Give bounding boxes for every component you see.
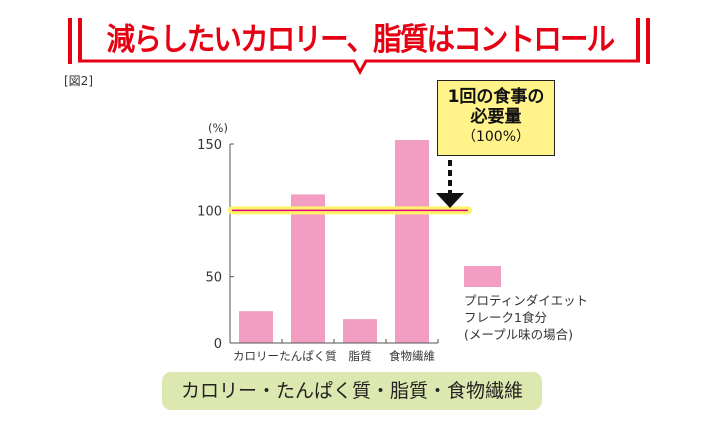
bar-3 xyxy=(395,140,429,343)
title-frame-bottom xyxy=(78,59,640,76)
callout-line3: （100%） xyxy=(461,129,531,145)
page-title: 減らしたいカロリー、脂質はコントロール xyxy=(106,22,615,58)
caption-badge: カロリー・たんぱく質・脂質・食物繊維 xyxy=(162,372,542,410)
arrow-down-icon xyxy=(436,193,464,208)
title-frame-right-outer xyxy=(646,18,650,64)
category-label: 食物繊維 xyxy=(389,349,435,363)
category-label: たんぱく質 xyxy=(279,349,337,363)
legend-text: プロティンダイエット フレーク1食分 (メープル味の場合) xyxy=(464,292,588,343)
y-tick-label: 150 xyxy=(197,138,222,153)
legend-line: フレーク1食分 xyxy=(464,310,547,325)
callout-line1: 1回の食事の xyxy=(447,87,545,107)
figure-label: [図2] xyxy=(64,74,93,88)
title-frame-right-inner xyxy=(636,18,640,62)
y-tick-label: 100 xyxy=(197,204,222,219)
bar-0 xyxy=(239,311,273,343)
y-tick-label: 50 xyxy=(205,271,222,286)
legend-line: プロティンダイエット xyxy=(464,293,589,308)
bar-2 xyxy=(343,319,377,343)
y-tick-label: 0 xyxy=(214,337,222,352)
title-frame-left-inner xyxy=(78,18,82,62)
title-frame-left-outer xyxy=(68,18,72,64)
legend-swatch xyxy=(464,266,501,287)
bar-1 xyxy=(291,194,325,343)
callout-box: 1回の食事の 必要量 （100%） xyxy=(437,80,555,156)
category-label: 脂質 xyxy=(349,349,372,363)
legend-line: (メープル味の場合) xyxy=(464,327,574,342)
y-axis-unit: (%) xyxy=(208,121,228,135)
category-label: カロリー xyxy=(233,349,279,363)
callout-line2: 必要量 xyxy=(470,107,522,127)
